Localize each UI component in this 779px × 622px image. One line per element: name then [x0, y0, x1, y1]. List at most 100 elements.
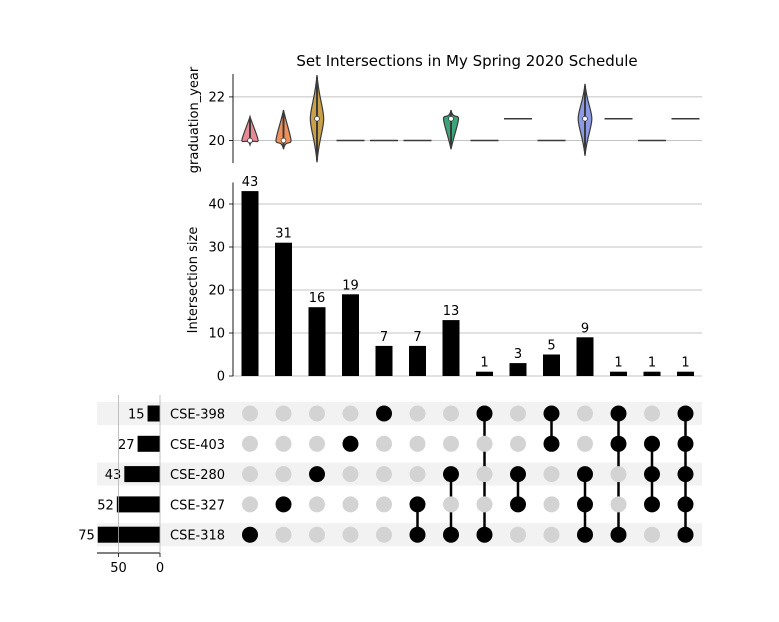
matrix-dot-inactive	[510, 435, 526, 452]
matrix-dot-inactive	[275, 405, 292, 422]
intersection-bar-label: 9	[581, 321, 589, 336]
set-size-bar	[137, 435, 160, 452]
intersection-bar	[576, 337, 594, 376]
matrix-dot-inactive	[409, 466, 426, 483]
matrix-dot-active	[610, 526, 627, 543]
intersection-bar-label: 7	[413, 330, 421, 345]
matrix-dot-inactive	[342, 526, 359, 543]
intersection-bar-label: 43	[242, 175, 259, 190]
matrix-dot-inactive	[376, 466, 392, 483]
matrix-dot-active	[376, 405, 392, 422]
matrix-dot-inactive	[376, 435, 392, 452]
matrix-dot-active	[510, 496, 526, 513]
violin-y-tick-label: 20	[208, 134, 225, 149]
matrix-dot-inactive	[342, 466, 359, 483]
matrix-dot-active	[543, 435, 560, 452]
matrix-dot-inactive	[476, 496, 493, 513]
intersection-bar	[342, 294, 359, 376]
axes: 0 10 20 30 40 20 22 50 0	[97, 74, 234, 576]
intersection-bar	[677, 371, 694, 376]
matrix-dot-inactive	[309, 496, 325, 513]
matrix-dot-inactive	[610, 466, 627, 483]
matrix-dot-active	[342, 435, 359, 452]
matrix-dot-inactive	[577, 435, 593, 452]
bar-y-tick-label: 0	[217, 370, 225, 385]
set-size-bar	[124, 466, 160, 483]
set-label: CSE-398	[170, 408, 225, 423]
set-label: CSE-318	[170, 529, 225, 544]
matrix-dot-active	[644, 496, 660, 513]
matrix-dot-active	[476, 405, 493, 422]
violin-median	[582, 115, 588, 122]
violin-plots	[241, 75, 700, 163]
set-label: CSE-327	[170, 498, 225, 513]
matrix-dot-active	[644, 466, 660, 483]
membership-matrix	[242, 405, 694, 543]
bar-y-tick-label: 30	[208, 241, 225, 256]
set-size-bar	[147, 405, 160, 422]
intersection-bar	[308, 307, 326, 376]
violin-y-tick-label: 22	[208, 90, 225, 105]
intersection-bar-label: 31	[275, 227, 292, 242]
set-size-bar	[97, 526, 160, 543]
gridlines	[233, 96, 702, 377]
matrix-dot-inactive	[309, 405, 325, 422]
matrix-dot-inactive	[342, 496, 359, 513]
bar-y-tick-label: 20	[208, 284, 225, 299]
matrix-dot-inactive	[543, 526, 560, 543]
intersection-bar-label: 1	[614, 356, 622, 371]
matrix-dot-active	[610, 405, 627, 422]
violin-median	[247, 137, 253, 144]
matrix-dot-inactive	[242, 435, 258, 452]
intersection-bar	[610, 371, 627, 376]
matrix-dot-inactive	[376, 496, 392, 513]
matrix-dot-active	[409, 526, 426, 543]
matrix-dot-active	[309, 466, 325, 483]
violin-median	[280, 137, 287, 144]
matrix-dot-active	[677, 466, 694, 483]
matrix-dot-inactive	[543, 466, 560, 483]
intersection-bar	[275, 242, 292, 376]
matrix-dot-inactive	[275, 526, 292, 543]
intersection-bar-label: 1	[648, 356, 656, 371]
chart-title: Set Intersections in My Spring 2020 Sche…	[296, 52, 637, 70]
intersection-bar	[476, 371, 493, 376]
matrix-dot-inactive	[342, 405, 359, 422]
intersection-bar-label: 1	[681, 356, 689, 371]
intersection-bar-label: 16	[309, 291, 326, 306]
intersection-bar-label: 19	[342, 278, 359, 293]
matrix-dot-active	[443, 526, 459, 543]
bar-y-tick-label: 40	[208, 198, 225, 213]
intersection-bar-label: 13	[443, 304, 460, 319]
matrix-dot-inactive	[242, 466, 258, 483]
matrix-dot-inactive	[409, 405, 426, 422]
matrix-dot-active	[677, 405, 694, 422]
matrix-dot-inactive	[443, 435, 459, 452]
matrix-dot-active	[510, 466, 526, 483]
violin-y-axis-label: graduation_year	[187, 66, 202, 173]
matrix-dot-inactive	[577, 405, 593, 422]
matrix-dot-inactive	[543, 496, 560, 513]
matrix-dot-active	[677, 435, 694, 452]
matrix-dot-active	[644, 435, 660, 452]
matrix-dot-active	[543, 405, 560, 422]
bar-y-tick-label: 10	[208, 327, 225, 342]
set-size-bars: CSE-398 15 CSE-403 27 CSE-280 43 CSE-327 52 CSE-…	[78, 405, 225, 544]
matrix-dot-inactive	[443, 405, 459, 422]
bar-y-axis-label: Intersection size	[186, 227, 201, 334]
matrix-dot-active	[577, 496, 593, 513]
matrix-dot-inactive	[309, 435, 325, 452]
intersection-bar	[409, 345, 426, 376]
set-size-tick-label: 50	[110, 561, 127, 576]
intersection-bar-label: 5	[547, 339, 555, 354]
set-size-label: 15	[128, 408, 145, 423]
matrix-dot-inactive	[376, 526, 392, 543]
set-label: CSE-403	[170, 438, 225, 453]
matrix-dot-active	[476, 526, 493, 543]
intersection-bar	[241, 191, 259, 376]
matrix-dot-active	[677, 526, 694, 543]
set-size-label: 43	[105, 468, 122, 483]
matrix-dot-inactive	[510, 405, 526, 422]
matrix-dot-inactive	[476, 435, 493, 452]
